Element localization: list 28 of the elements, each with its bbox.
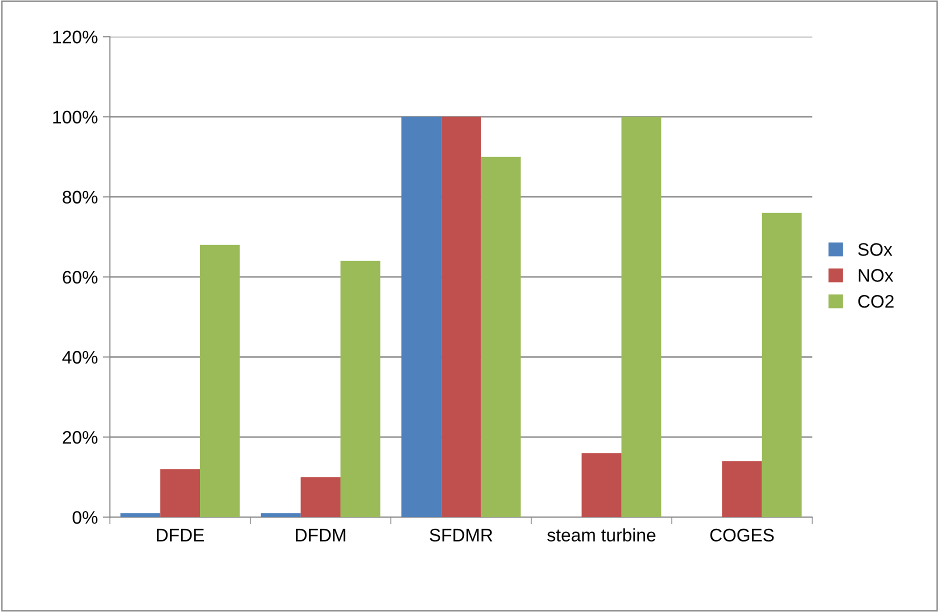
bar [480, 156, 521, 518]
bar [340, 260, 380, 518]
bar [582, 453, 622, 518]
y-tick-label: 20% [62, 431, 98, 444]
y-tick-label: 80% [62, 190, 98, 204]
legend-label: SOx [858, 243, 892, 256]
x-tick-label: SFDMR [430, 528, 492, 542]
bar [441, 116, 481, 518]
bar [120, 513, 160, 518]
x-tick-label: DFDM [296, 528, 346, 542]
y-tick-label: 120% [53, 30, 98, 44]
legend-label: CO2 [858, 294, 894, 308]
x-tick-label: COGES [710, 528, 774, 542]
bar [401, 116, 442, 518]
y-tick-label: 40% [62, 350, 98, 364]
bar [621, 116, 662, 518]
bar [200, 244, 240, 518]
bar [160, 469, 200, 518]
y-tick-label: 100% [53, 110, 98, 124]
bar [722, 461, 762, 518]
bar [260, 513, 301, 518]
legend-label: NOx [858, 269, 894, 282]
x-tick-label: steam turbine [547, 528, 656, 542]
x-tick-label: DFDE [157, 528, 204, 542]
bar [762, 212, 802, 518]
bar [300, 477, 340, 518]
y-tick-label: 60% [62, 270, 98, 284]
y-tick-label: 0% [72, 511, 98, 524]
